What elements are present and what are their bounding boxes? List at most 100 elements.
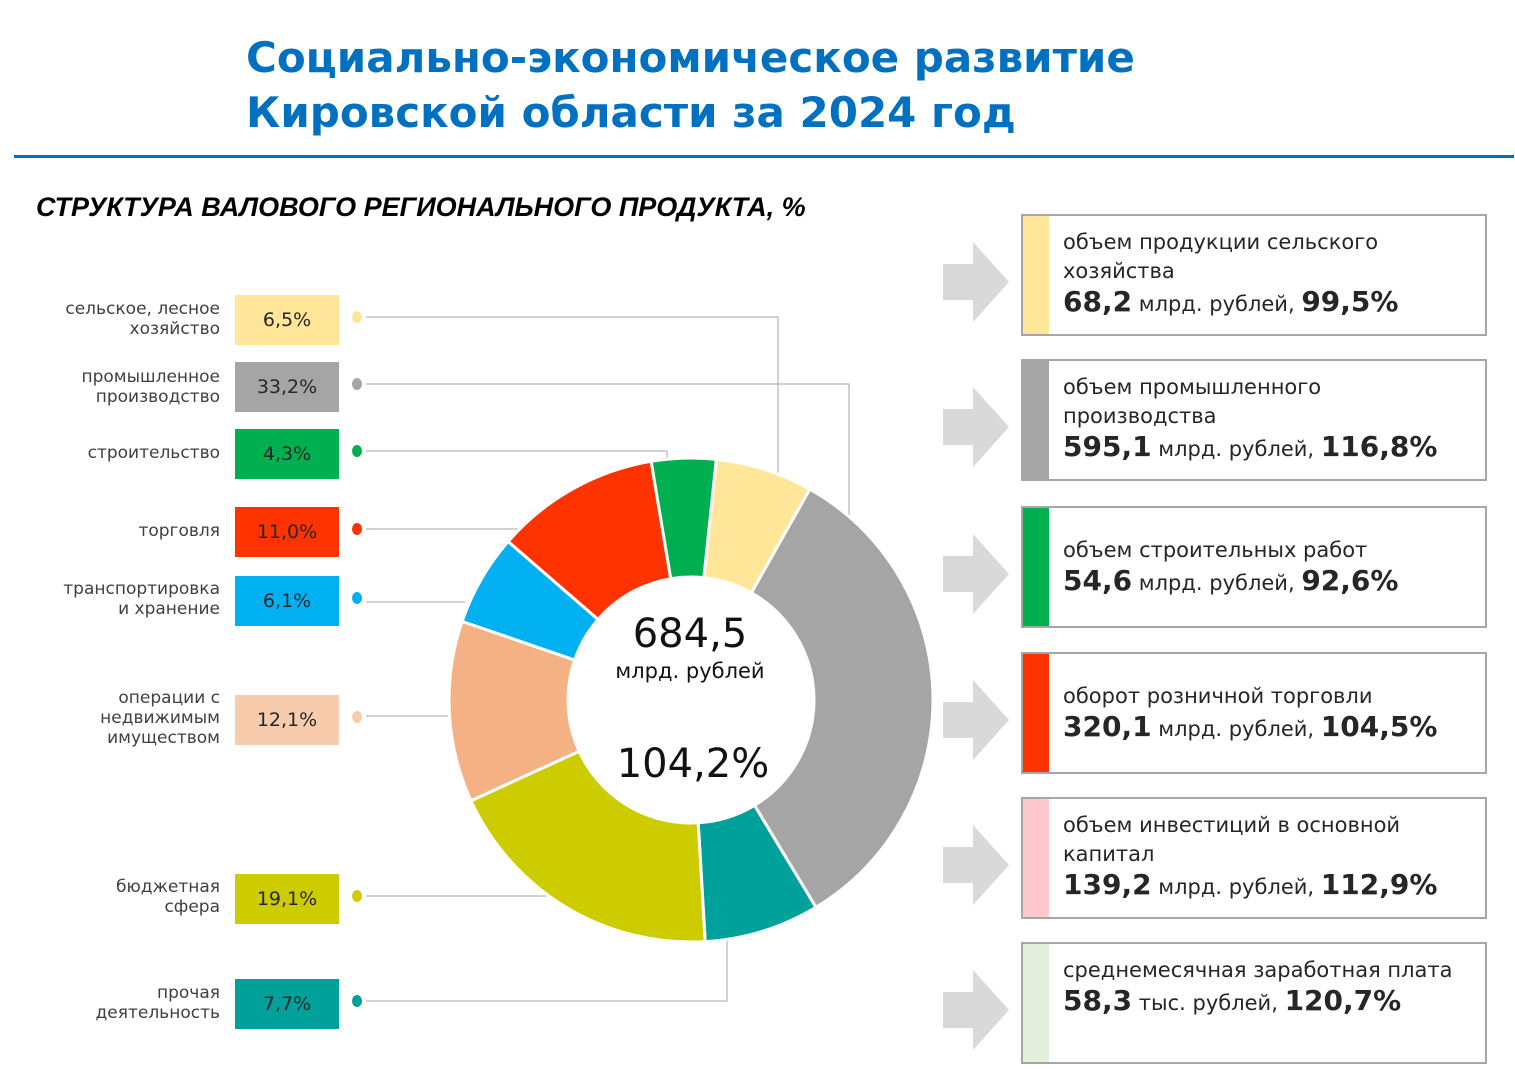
legend-label: транспортировка и хранение <box>10 579 220 619</box>
legend-label-line: прочая <box>157 983 220 1003</box>
indicator-label: объем промышленного производства <box>1063 375 1322 428</box>
indicator-value: 68,2 <box>1063 285 1133 318</box>
leader-line-3 <box>366 450 668 463</box>
indicator-unit: млрд. рублей, <box>1158 717 1315 741</box>
legend-value-box: 6,5% <box>235 295 339 345</box>
indicator-values: 595,1 млрд. рублей, 116,8% <box>1063 431 1479 465</box>
indicator-values: 58,3 тыс. рублей, 120,7% <box>1063 985 1479 1019</box>
legend-label-line: недвижимым <box>100 708 220 728</box>
indicator-growth: 92,6% <box>1301 564 1399 597</box>
indicator-text: оборот розничной торговли 320,1 млрд. руб… <box>1063 682 1479 745</box>
legend-label: прочая деятельность <box>10 983 220 1023</box>
indicator-unit: тыс. рублей, <box>1138 991 1278 1015</box>
title-line-1: Социально-экономическое развитие <box>246 33 1135 82</box>
legend-label-line: сельское, лесное <box>65 299 220 319</box>
arrow-right-icon <box>943 534 1009 614</box>
legend-value-box: 6,1% <box>235 576 339 626</box>
center-growth: 104,2% <box>616 741 770 787</box>
arrow-right-icon <box>943 680 1009 760</box>
indicator-color-stripe <box>1023 508 1049 626</box>
indicator-label: среднемесячная заработная плата <box>1063 958 1453 982</box>
legend-label-line: хозяйство <box>129 319 220 339</box>
legend-value-box: 4,3% <box>235 429 339 479</box>
legend-dot-4 <box>352 523 362 535</box>
leader-line-7 <box>366 892 547 897</box>
indicator-color-stripe <box>1023 361 1049 479</box>
legend-label: операции с недвижимым имуществом <box>10 688 220 748</box>
legend-label-line: промышленное <box>81 367 220 387</box>
indicator-arrows <box>943 242 1009 1050</box>
legend-value-box: 19,1% <box>235 874 339 924</box>
legend-label-line: деятельность <box>95 1003 220 1023</box>
legend-label-line: торговля <box>138 521 220 541</box>
indicator-label: оборот розничной торговли <box>1063 684 1373 708</box>
legend-value-box: 33,2% <box>235 362 339 412</box>
indicator-value: 320,1 <box>1063 710 1152 743</box>
legend-label: строительство <box>10 443 220 463</box>
indicator-color-stripe <box>1023 944 1049 1062</box>
indicator-color-stripe <box>1023 654 1049 772</box>
legend-dot-5 <box>352 592 362 604</box>
indicator-unit: млрд. рублей, <box>1158 875 1315 899</box>
donut-slice-2 <box>749 487 935 910</box>
arrow-right-icon <box>943 825 1009 905</box>
indicator-unit: млрд. рублей, <box>1158 437 1315 461</box>
page-title: Социально-экономическое развитие Кировск… <box>246 30 1135 140</box>
donut-chart <box>447 456 935 944</box>
legend-label: сельское, лесное хозяйство <box>10 299 220 339</box>
indicator-value: 54,6 <box>1063 564 1133 597</box>
indicator-text: объем продукции сельского хозяйства 68,2 … <box>1063 228 1479 320</box>
leader-lines <box>366 316 850 1002</box>
center-total-value: 684,5 <box>632 611 748 657</box>
donut-slice-4 <box>468 749 707 944</box>
indicator-value: 58,3 <box>1063 984 1133 1017</box>
indicator-growth: 112,9% <box>1320 868 1438 901</box>
indicator-values: 320,1 млрд. рублей, 104,5% <box>1063 711 1479 745</box>
legend-label: торговля <box>10 521 220 541</box>
indicator-label: объем инвестиций в основной капитал <box>1063 813 1401 866</box>
indicator-label: объем строительных работ <box>1063 538 1368 562</box>
legend-label-line: производство <box>95 387 220 407</box>
indicator-values: 139,2 млрд. рублей, 112,9% <box>1063 869 1479 903</box>
legend-value-box: 11,0% <box>235 507 339 557</box>
indicator-values: 54,6 млрд. рублей, 92,6% <box>1063 565 1479 599</box>
legend-value-box: 12,1% <box>235 695 339 745</box>
indicator-card: объем инвестиций в основной капитал 139,2… <box>1021 797 1487 919</box>
indicator-color-stripe <box>1023 799 1049 917</box>
indicator-value: 595,1 <box>1063 430 1152 463</box>
arrow-right-icon <box>943 970 1009 1050</box>
indicator-growth: 104,5% <box>1320 710 1438 743</box>
indicator-text: объем строительных работ 54,6 млрд. рубле… <box>1063 536 1479 599</box>
indicator-growth: 120,7% <box>1284 984 1402 1017</box>
chart-title: СТРУКТУРА ВАЛОВОГО РЕГИОНАЛЬНОГО ПРОДУКТ… <box>36 192 806 222</box>
legend-dot-3 <box>352 445 362 457</box>
legend-label-line: транспортировка <box>63 579 220 599</box>
leader-line-2 <box>366 383 850 516</box>
indicator-card: объем строительных работ 54,6 млрд. рубле… <box>1021 506 1487 628</box>
legend-label: промышленное производство <box>10 367 220 407</box>
legend-dot-2 <box>352 378 362 390</box>
indicator-values: 68,2 млрд. рублей, 99,5% <box>1063 286 1479 320</box>
indicator-unit: млрд. рублей, <box>1138 571 1295 595</box>
indicator-text: объем промышленного производства 595,1 мл… <box>1063 373 1479 465</box>
arrow-right-icon <box>943 242 1009 322</box>
indicator-growth: 99,5% <box>1301 285 1399 318</box>
legend-label-line: имуществом <box>107 728 220 748</box>
indicator-card: среднемесячная заработная плата 58,3 тыс.… <box>1021 942 1487 1064</box>
legend-label-line: и хранение <box>118 599 220 619</box>
legend-value-box: 7,7% <box>235 979 339 1029</box>
indicator-text: среднемесячная заработная плата 58,3 тыс.… <box>1063 956 1479 1019</box>
leader-line-1 <box>366 316 779 498</box>
indicator-text: объем инвестиций в основной капитал 139,2… <box>1063 811 1479 903</box>
legend-label-line: бюджетная <box>116 877 220 897</box>
leader-line-8 <box>366 940 728 1002</box>
indicator-label: объем продукции сельского хозяйства <box>1063 230 1379 283</box>
indicator-card: объем промышленного производства 595,1 мл… <box>1021 359 1487 481</box>
indicator-growth: 116,8% <box>1320 430 1438 463</box>
legend-label-line: строительство <box>87 443 220 463</box>
indicator-card: оборот розничной торговли 320,1 млрд. руб… <box>1021 652 1487 774</box>
indicator-color-stripe <box>1023 216 1049 334</box>
legend-label-line: сфера <box>164 897 220 917</box>
legend-label: бюджетная сфера <box>10 877 220 917</box>
